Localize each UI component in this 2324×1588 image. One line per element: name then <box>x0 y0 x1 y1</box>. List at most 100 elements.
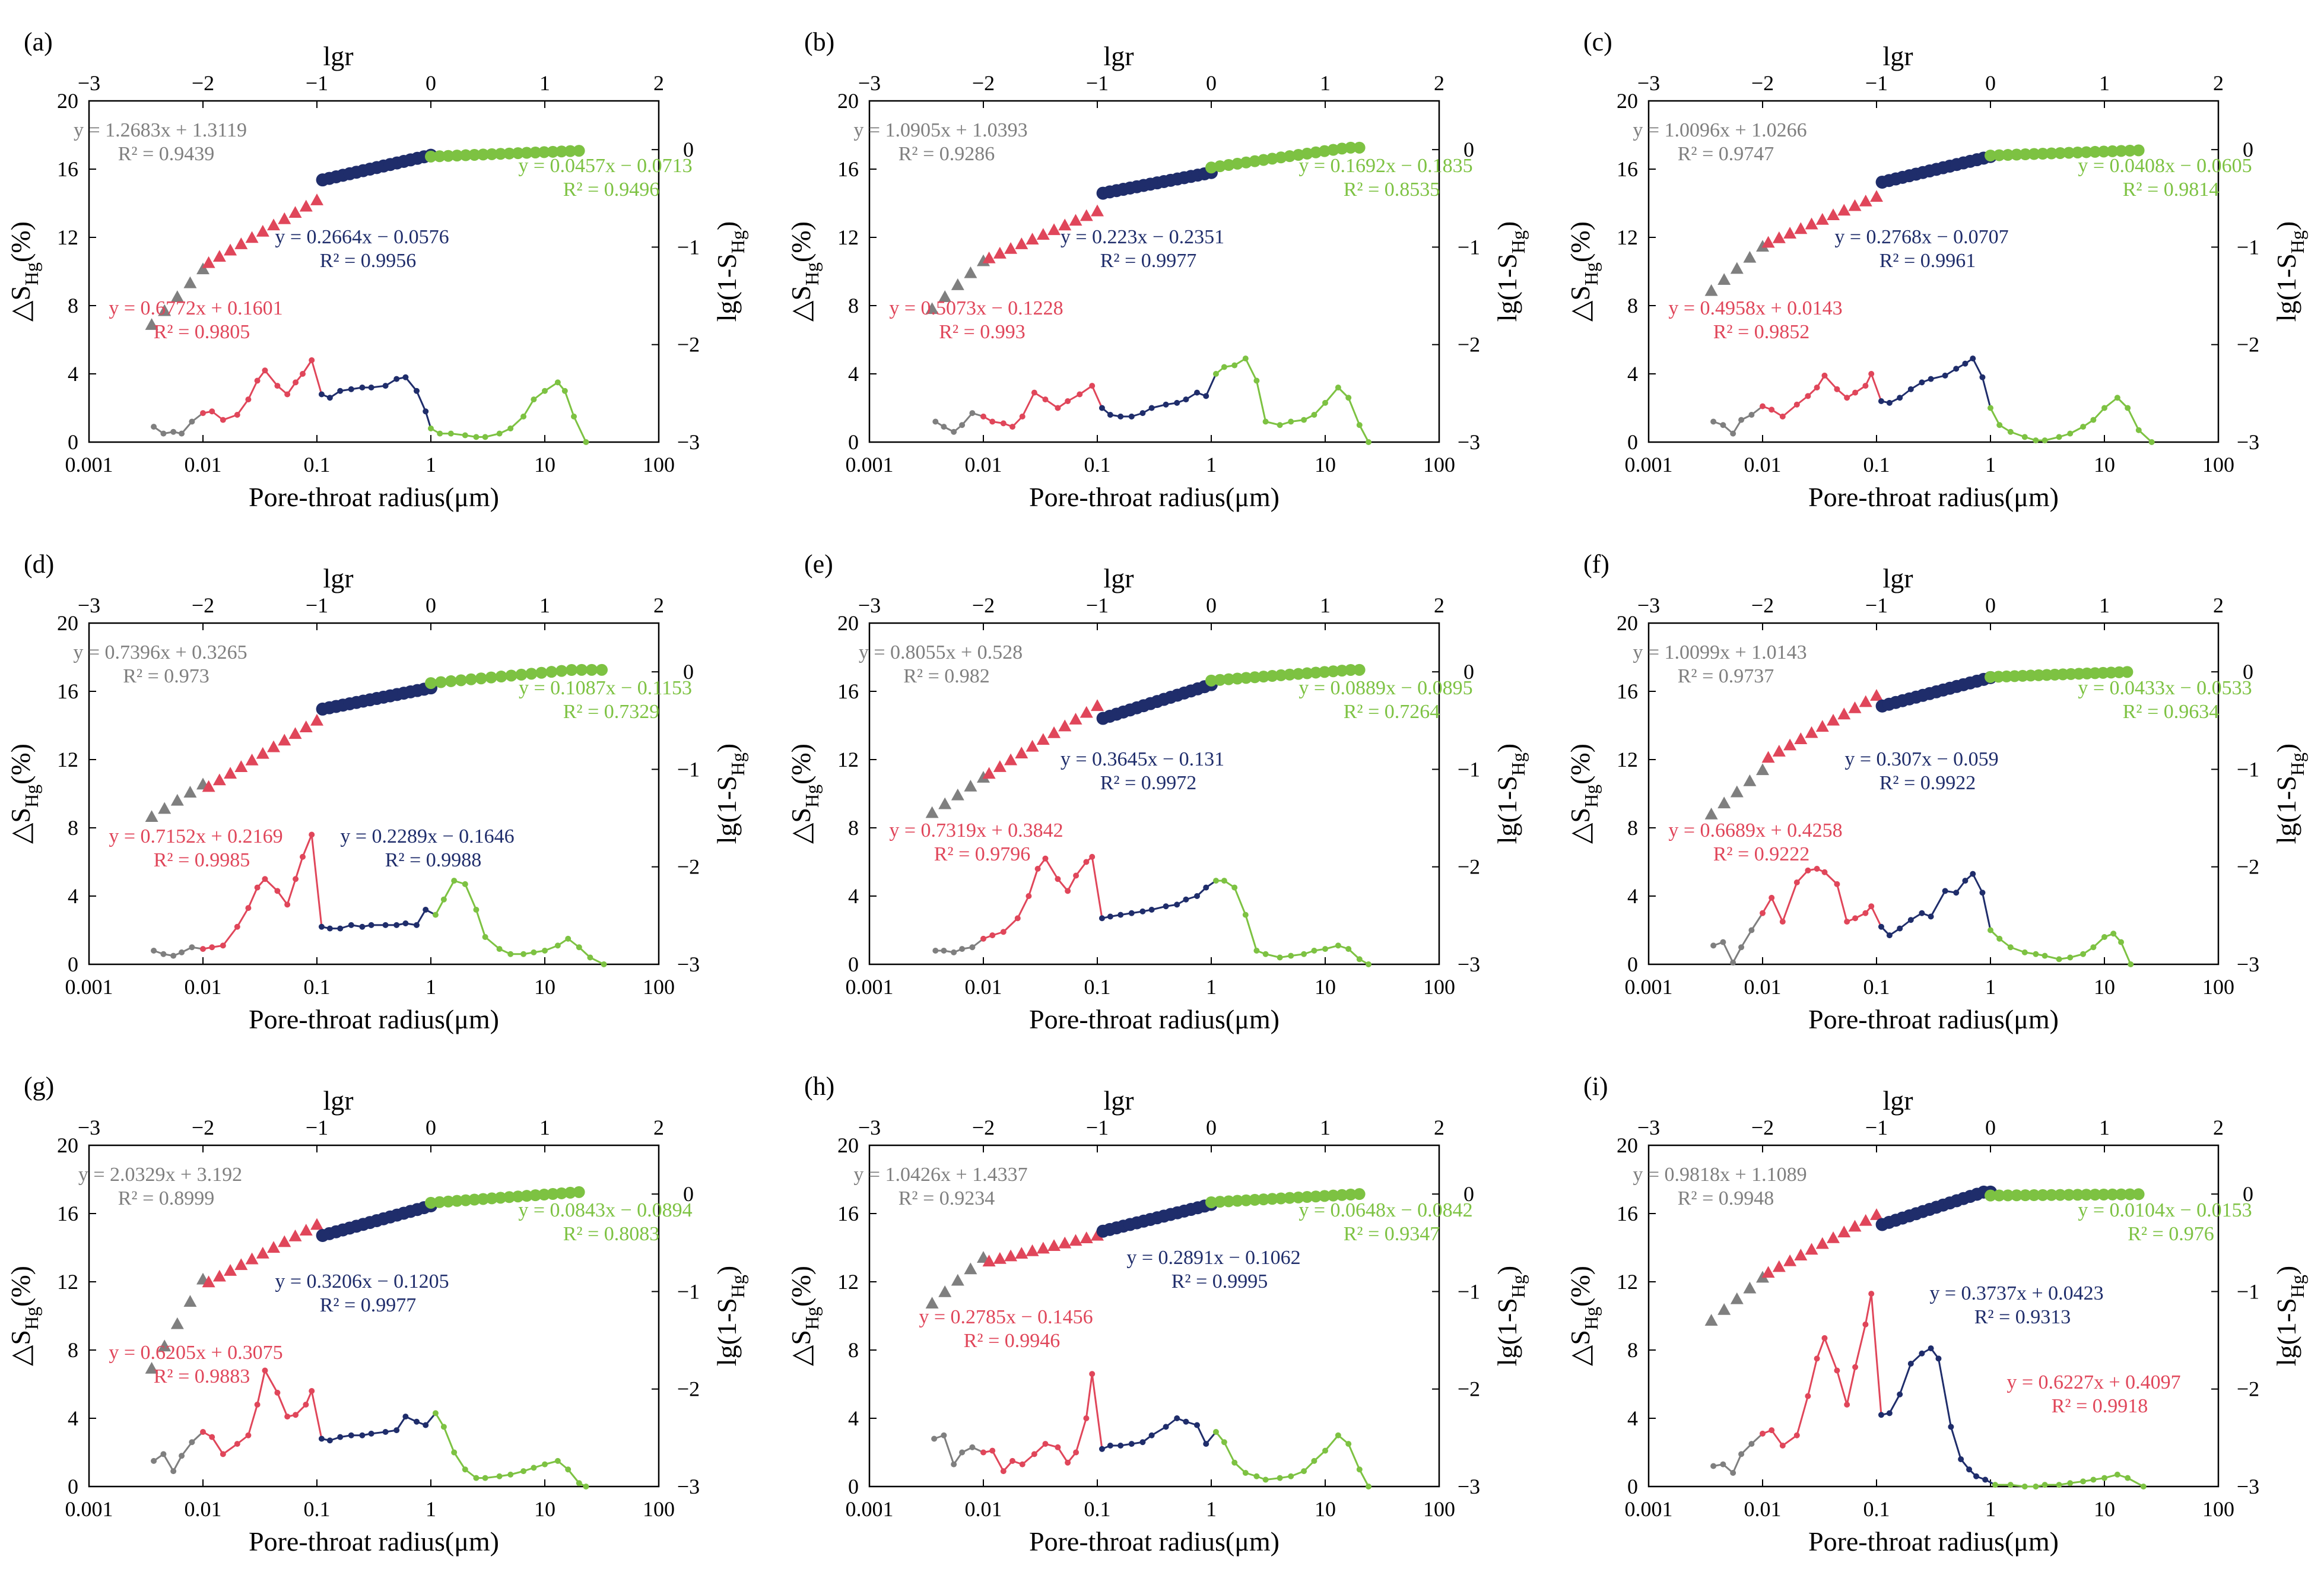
y-axis-title-main: △S <box>5 808 36 844</box>
y2-axis-title-sub: Hg <box>1507 1275 1529 1298</box>
distribution-point <box>1253 948 1260 954</box>
fit-marker-triangle <box>1805 1243 1818 1255</box>
distribution-point <box>1322 399 1328 406</box>
fit-marker-triangle <box>1058 719 1072 732</box>
x-axis-title: Pore-throat radius(μm) <box>1029 1004 1280 1034</box>
fit-equation: y = 1.0905x + 1.0393 <box>853 119 1027 141</box>
y2-tick-label: −3 <box>677 430 700 454</box>
distribution-point <box>274 1389 281 1396</box>
distribution-point <box>284 391 291 398</box>
fit-marker-triangle <box>982 767 996 779</box>
y2-tick-label: −3 <box>677 1475 700 1498</box>
distribution-point <box>1098 915 1105 922</box>
fit-marker-circle <box>2132 1188 2145 1200</box>
distribution-point <box>1128 910 1135 916</box>
y-tick-label: 20 <box>837 611 859 635</box>
fit-marker-triangle <box>1730 785 1744 798</box>
y-tick-label: 12 <box>57 226 78 249</box>
fit-marker-circle <box>1275 1192 1287 1205</box>
fit-marker-triangle <box>1047 726 1061 738</box>
fit-marker-triangle <box>1827 208 1840 220</box>
distribution-point <box>2042 1482 2048 1488</box>
fit-marker-circle <box>1353 1188 1366 1200</box>
fit-r2: R² = 0.9234 <box>899 1187 995 1209</box>
distribution-point <box>1019 1461 1026 1468</box>
y-tick-label: 12 <box>837 226 859 249</box>
y-tick-label: 0 <box>1627 952 1638 976</box>
distribution-point <box>462 1466 468 1473</box>
fit-marker-circle <box>1284 668 1296 681</box>
fit-r2: R² = 0.9313 <box>1974 1306 2071 1328</box>
distribution-point <box>1073 872 1080 879</box>
distribution-point <box>1163 401 1169 408</box>
fit-marker-triangle <box>202 780 215 792</box>
distribution-point <box>179 1453 185 1459</box>
x-tick-label: 10 <box>534 1497 555 1521</box>
top-tick-label: 0 <box>426 71 436 95</box>
y2-axis-title-main: lg(1-S <box>1492 1298 1522 1366</box>
fit-marker-triangle <box>212 250 226 262</box>
distribution-point <box>1821 372 1828 379</box>
fit-marker-circle <box>547 1188 559 1200</box>
distribution-point <box>1919 1350 1925 1357</box>
distribution-segment <box>1824 374 1838 390</box>
distribution-segment <box>464 884 477 910</box>
fit-marker-triangle <box>1026 1244 1039 1256</box>
plot-frame <box>88 622 660 965</box>
y2-tick-label: 0 <box>1463 1182 1474 1206</box>
fit-marker-circle <box>538 146 550 158</box>
x-tick-label: 0.001 <box>65 1497 113 1521</box>
y2-tick-label: −2 <box>2237 855 2259 879</box>
x-tick-label: 0.001 <box>1625 975 1673 999</box>
y-tick-label: 4 <box>1627 884 1638 908</box>
distribution-segment <box>1950 1426 1962 1460</box>
distribution-segment <box>1981 892 1992 930</box>
distribution-segment <box>1888 1394 1901 1414</box>
distribution-point <box>209 408 215 415</box>
fit-marker-triangle <box>224 767 237 779</box>
fit-r2: R² = 0.7264 <box>1344 701 1440 723</box>
distribution-point <box>2021 1484 2028 1489</box>
y-axis-title: △SHg(%) <box>5 744 42 844</box>
fit-equation: y = 0.6689x + 0.4258 <box>1668 820 1842 841</box>
distribution-point <box>1042 396 1049 403</box>
x-tick-label: 10 <box>1315 453 1336 477</box>
distribution-point <box>2067 1480 2074 1487</box>
distribution-segment <box>564 390 575 417</box>
distribution-point <box>1962 878 1969 884</box>
x-tick-label: 0.001 <box>1625 1497 1673 1521</box>
panel-label: (b) <box>804 27 834 56</box>
distribution-segment <box>2126 407 2140 431</box>
top-tick-label: 2 <box>2213 593 2224 617</box>
y-axis-title-main: △S <box>786 808 816 844</box>
fit-marker-triangle <box>170 1317 184 1329</box>
top-axis-title: lgr <box>323 1085 353 1116</box>
top-tick-label: −2 <box>192 71 214 95</box>
y-tick-label: 8 <box>68 816 78 840</box>
distribution-point <box>1055 1444 1061 1450</box>
distribution-point <box>1077 391 1083 398</box>
distribution-point <box>2021 949 2028 955</box>
fit-marker-triangle <box>1837 204 1851 216</box>
distribution-point <box>1000 929 1007 935</box>
distribution-point <box>969 1444 976 1450</box>
distribution-point <box>326 925 333 932</box>
y-tick-label: 8 <box>848 294 859 317</box>
x-tick-label: 1 <box>1985 975 1996 999</box>
fit-marker-triangle <box>1026 739 1039 752</box>
distribution-segment <box>264 370 278 387</box>
distribution-point <box>423 907 429 913</box>
distribution-point <box>170 428 177 435</box>
x-tick-label: 0.001 <box>846 975 894 999</box>
fit-r2: R² = 0.9918 <box>2052 1395 2148 1417</box>
top-axis-title: lgr <box>1882 563 1913 593</box>
distribution-point <box>368 922 374 928</box>
fit-marker-circle <box>425 1196 437 1209</box>
y-axis-title-sub: Hg <box>21 262 42 285</box>
distribution-point <box>2056 1482 2062 1488</box>
fit-marker-triangle <box>256 1246 269 1259</box>
distribution-point <box>1852 915 1859 922</box>
fit-r2: R² = 0.976 <box>2128 1223 2214 1245</box>
distribution-point <box>1966 1466 1973 1473</box>
fit-marker-circle <box>505 669 517 682</box>
